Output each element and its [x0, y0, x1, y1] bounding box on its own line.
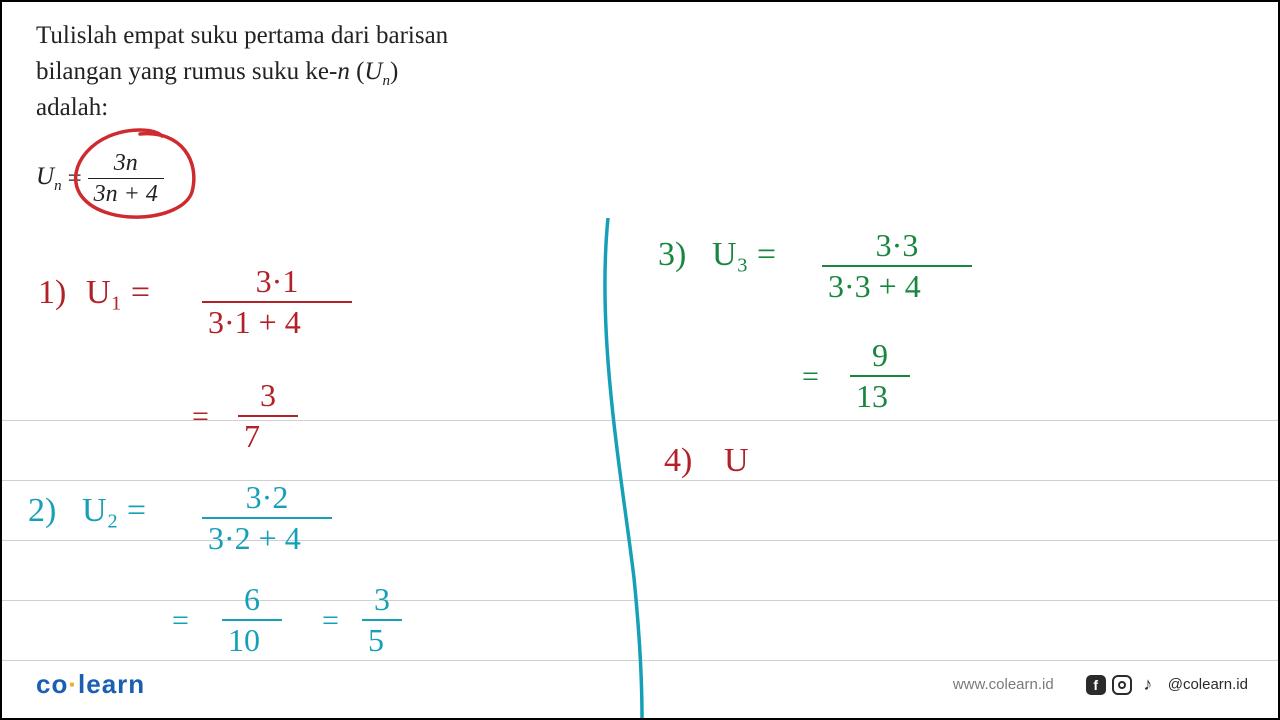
formula-U: U — [36, 163, 54, 190]
formula-sub: n — [54, 178, 62, 194]
vertical-divider — [580, 218, 660, 718]
step1-den2: 7 — [238, 415, 298, 454]
step2-den2: 10 — [222, 619, 282, 658]
step2-num3: 3 — [368, 582, 396, 619]
step1-frac2: 3 7 — [238, 378, 298, 454]
step1-num1: 3·1 — [250, 264, 305, 301]
step3-num1: 3·3 — [870, 228, 925, 265]
facebook-icon[interactable]: f — [1086, 675, 1106, 695]
step3-den2: 13 — [850, 375, 910, 414]
step4-lhs: U — [724, 442, 749, 480]
problem-line-2-sub: n — [382, 73, 390, 89]
footer-url[interactable]: www.colearn.id — [953, 676, 1054, 693]
step4-label: 4) — [664, 442, 692, 480]
step3-label: 3) — [658, 236, 686, 274]
red-circle-annotation — [62, 122, 212, 232]
problem-line-2-close: ) — [390, 58, 398, 85]
problem-line-2-pre: bilangan yang rumus suku ke- — [36, 58, 337, 85]
problem-line-1: Tulislah empat suku pertama dari barisan — [36, 22, 448, 50]
step3-frac1: 3·3 3·3 + 4 — [822, 228, 972, 304]
step2-eq3: = — [322, 604, 339, 638]
step2-den1: 3·2 + 4 — [202, 517, 332, 556]
brand-logo: co·learn — [36, 669, 145, 700]
step1-lhs: U₁ = — [86, 274, 150, 312]
step2-den3: 5 — [362, 619, 402, 658]
step3-frac2: 9 13 — [850, 338, 910, 414]
step2-label: 2) — [28, 492, 56, 530]
step1-eq2: = — [192, 400, 209, 434]
step1-frac1: 3·1 3·1 + 4 — [202, 264, 352, 340]
step2-num2: 6 — [238, 582, 266, 619]
tiktok-icon[interactable]: ♪ — [1138, 675, 1158, 695]
problem-line-2-open: ( — [350, 58, 365, 85]
step3-num2: 9 — [866, 338, 894, 375]
logo-learn: learn — [78, 669, 145, 699]
step2-frac3: 3 5 — [362, 582, 402, 658]
step1-label: 1) — [38, 274, 66, 312]
step2-eq2: = — [172, 604, 189, 638]
problem-line-2-U: U — [364, 58, 382, 85]
instagram-icon[interactable] — [1112, 675, 1132, 695]
footer: co·learn www.colearn.id f ♪ @colearn.id — [2, 669, 1278, 700]
footer-handle[interactable]: @colearn.id — [1168, 676, 1248, 693]
step3-eq2: = — [802, 360, 819, 394]
step3-den1: 3·3 + 4 — [822, 265, 972, 304]
step2-lhs: U₂ = — [82, 492, 146, 530]
step2-frac2: 6 10 — [222, 582, 282, 658]
problem-line-2: bilangan yang rumus suku ke-n (Un) — [36, 58, 398, 90]
step1-den1: 3·1 + 4 — [202, 301, 352, 340]
step3-lhs: U₃ = — [712, 236, 776, 274]
step2-frac1: 3·2 3·2 + 4 — [202, 480, 332, 556]
problem-line-3: adalah: — [36, 94, 108, 122]
step1-num2: 3 — [254, 378, 282, 415]
problem-line-2-n: n — [337, 58, 350, 85]
logo-dot: · — [68, 669, 78, 699]
step2-num1: 3·2 — [240, 480, 295, 517]
logo-co: co — [36, 669, 68, 699]
